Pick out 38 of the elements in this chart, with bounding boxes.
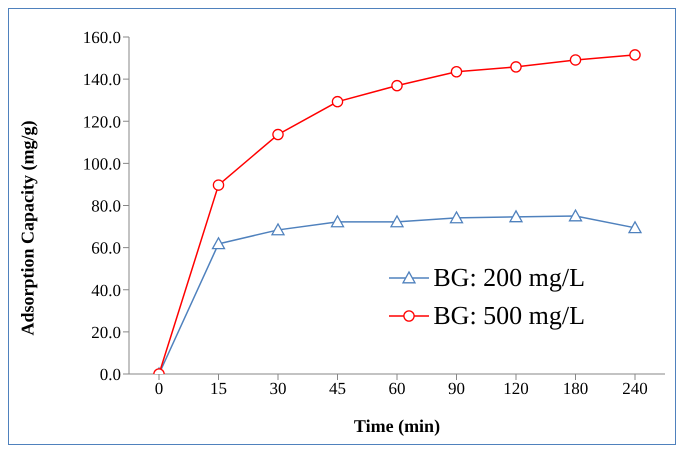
x-tick-label: 0 (154, 379, 164, 398)
y-tick-label: 140.0 (82, 70, 121, 90)
x-tick-label: 120 (503, 379, 529, 398)
x-tick-label: 240 (622, 379, 648, 398)
point (271, 223, 285, 236)
point (629, 49, 641, 61)
y-axis-title: Adsorption Capacity (mg/g) (17, 120, 38, 336)
point (510, 61, 522, 73)
x-tick-label: 45 (329, 379, 346, 398)
point (450, 66, 462, 78)
x-tick-label: 15 (210, 379, 227, 398)
y-tick-label: 60.0 (91, 238, 121, 258)
point (390, 215, 404, 228)
point (272, 128, 284, 140)
x-axis-title: Time (min) (354, 416, 440, 436)
y-tick-label: 20.0 (91, 322, 121, 342)
point (212, 237, 226, 250)
point (330, 215, 344, 228)
point (568, 209, 582, 222)
x-tick-label: 30 (270, 379, 286, 398)
x-tick-label: 60 (388, 379, 406, 398)
point (628, 221, 642, 234)
legend-label: BG: 200 mg/L (433, 263, 585, 293)
legend-label: BG: 500 mg/L (433, 301, 585, 331)
y-tick-label: 100.0 (82, 154, 121, 174)
point (332, 96, 344, 108)
y-tick-label: 0.0 (100, 365, 121, 384)
y-tick-label: 160.0 (82, 28, 121, 48)
y-tick-label: 120.0 (82, 112, 121, 132)
point (391, 80, 403, 92)
x-tick-label: 180 (562, 379, 588, 398)
y-tick-label: 80.0 (91, 196, 121, 216)
point (509, 210, 523, 222)
point (450, 211, 464, 224)
point (212, 179, 224, 191)
point (570, 54, 582, 66)
x-tick-label: 90 (448, 379, 465, 398)
y-tick-label: 40.0 (91, 280, 121, 300)
